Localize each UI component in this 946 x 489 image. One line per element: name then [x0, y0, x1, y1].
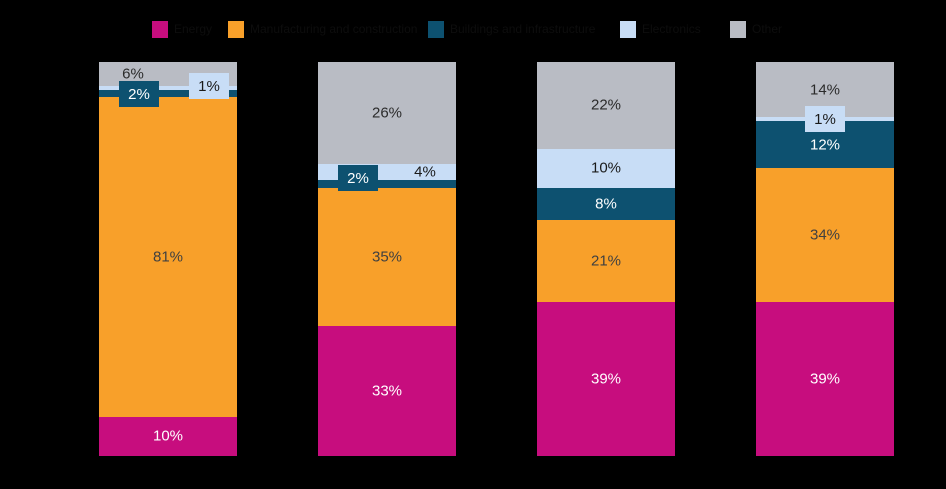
bar-segment — [99, 89, 237, 98]
bar-segment: 39% — [537, 302, 675, 456]
segment-value-label: 33% — [371, 382, 403, 400]
segment-value-label: 14% — [809, 81, 841, 99]
segment-value-label: 26% — [371, 104, 403, 122]
bar-segment: 26% — [318, 62, 456, 165]
bar-segment: 10% — [99, 416, 237, 456]
legend-label: Other — [752, 22, 783, 36]
segment-value-label: 10% — [152, 427, 184, 445]
bar-segment: 21% — [537, 219, 675, 303]
segment-value-label: 22% — [590, 96, 622, 114]
legend-swatch-icon — [228, 20, 244, 38]
legend-label: Electronics — [642, 22, 701, 36]
legend-swatch-icon — [730, 20, 746, 38]
stacked-bar: 39% 21% 8% 10% 22% — [537, 62, 675, 456]
segment-value-label: 39% — [590, 370, 622, 388]
bar-segment: 81% — [99, 97, 237, 417]
segment-value-label: 12% — [809, 136, 841, 154]
legend-swatch-icon — [620, 20, 636, 38]
segment-value-label: 81% — [152, 248, 184, 266]
x-axis-labels — [0, 462, 946, 489]
segment-value-label: 4% — [414, 163, 436, 181]
segment-value-label: 21% — [590, 252, 622, 270]
bar-segment: 10% — [537, 148, 675, 189]
stacked-bar: 10% 81% 2% 1% 6% — [99, 62, 237, 456]
bar-segment: 35% — [318, 188, 456, 326]
legend-swatch-icon — [428, 20, 444, 38]
legend-item: Buildings and infrastructure — [428, 20, 595, 38]
bar-segment — [99, 85, 237, 90]
segment-value-label: 10% — [590, 159, 622, 177]
legend-label: Energy — [174, 22, 213, 36]
segment-callout-label: 2% — [119, 81, 159, 107]
bar-segment: 22% — [537, 62, 675, 149]
legend-item: Manufacturing and construction — [228, 20, 417, 38]
legend-label: Manufacturing and construction — [250, 22, 418, 36]
segment-value-label: 8% — [595, 195, 617, 213]
stacked-bar: 33% 35% 2% 4% 26% — [318, 62, 456, 456]
segment-value-label: 35% — [371, 248, 403, 266]
bar-segment: 39% — [756, 302, 894, 456]
legend-item: Other — [730, 20, 782, 38]
chart-legend: Energy Manufacturing and construction Buil… — [0, 0, 946, 46]
bar-segment: 34% — [756, 168, 894, 303]
legend-item: Electronics — [620, 20, 701, 38]
bar-segment — [318, 180, 456, 189]
legend-item: Energy — [152, 20, 212, 38]
segment-callout-label: 1% — [805, 106, 845, 132]
segment-value-label: 39% — [809, 370, 841, 388]
segment-callout-label: 1% — [189, 73, 229, 99]
bar-segment: 33% — [318, 325, 456, 456]
legend-label: Buildings and infrastructure — [450, 22, 596, 36]
legend-swatch-icon — [152, 20, 168, 38]
segment-callout-label: 2% — [338, 165, 378, 191]
stacked-bar: 39% 34% 12% 1% 14% — [756, 62, 894, 456]
bar-segment: 8% — [537, 188, 675, 220]
segment-value-label: 34% — [809, 226, 841, 244]
segment-value-label: 6% — [122, 65, 144, 83]
